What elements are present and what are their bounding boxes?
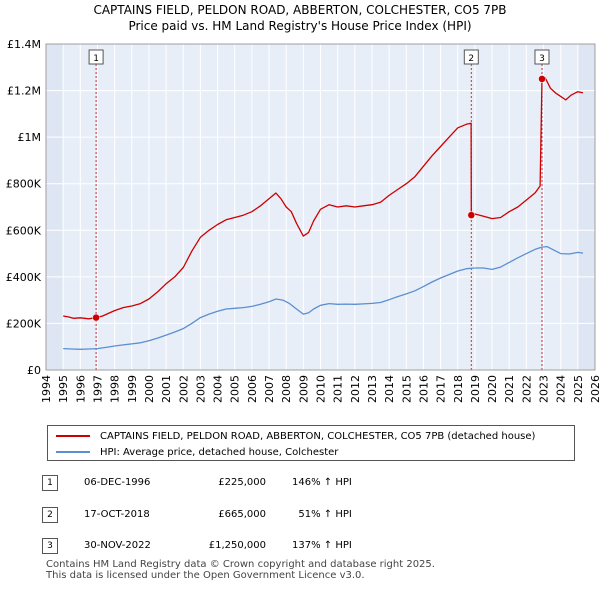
sale-badge: 1	[42, 475, 58, 491]
x-tick-label: 2000	[143, 375, 156, 403]
x-tick-label: 1995	[57, 375, 70, 403]
sale-point	[538, 75, 546, 83]
title-line-2: Price paid vs. HM Land Registry's House …	[128, 19, 472, 33]
x-tick-label: 2007	[263, 375, 276, 403]
sale-hpi-change: 51% ↑ HPI	[292, 509, 352, 520]
legend-item-property: CAPTAINS FIELD, PELDON ROAD, ABBERTON, C…	[56, 428, 535, 444]
footer-copyright: Contains HM Land Registry data © Crown c…	[46, 559, 435, 570]
y-tick-label: £200K	[6, 317, 42, 330]
sale-price: £665,000	[218, 509, 266, 520]
x-tick-label: 2001	[160, 375, 173, 403]
x-tick-label: 2014	[383, 375, 396, 403]
x-tick-label: 2009	[297, 375, 310, 403]
x-tick-label: 2021	[503, 375, 516, 403]
x-tick-label: 2011	[332, 375, 345, 403]
table-row: 1 06-DEC-1996 £225,000 146% ↑ HPI	[0, 475, 600, 495]
sale-badge-box	[534, 49, 550, 65]
sale-badge-label: 1	[93, 54, 99, 64]
y-tick-label: £1M	[18, 131, 42, 144]
table-row: 2 17-OCT-2018 £665,000 51% ↑ HPI	[0, 507, 600, 527]
sale-badge: 3	[42, 538, 58, 554]
x-tick-label: 2016	[417, 375, 430, 403]
x-tick-label: 2018	[452, 375, 465, 403]
x-tick-label: 2003	[194, 375, 207, 403]
shaded-region	[46, 44, 64, 370]
footer: Contains HM Land Registry data © Crown c…	[46, 559, 435, 581]
footer-licence: This data is licensed under the Open Gov…	[46, 570, 365, 581]
y-tick-label: £1.4M	[7, 38, 41, 51]
y-tick-label: £1.2M	[7, 85, 41, 98]
x-tick-label: 1999	[126, 375, 139, 403]
x-tick-label: 2020	[486, 375, 499, 403]
x-tick-label: 2006	[246, 375, 259, 403]
x-tick-label: 1996	[74, 375, 87, 403]
sale-badge-label: 2	[468, 54, 474, 64]
plot-frame	[45, 43, 596, 371]
y-tick-label: £800K	[6, 178, 42, 191]
legend-label-hpi: HPI: Average price, detached house, Colc…	[100, 446, 339, 458]
y-tick-label: £600K	[6, 224, 42, 237]
x-tick-label: 2010	[315, 375, 328, 403]
x-tick-label: 2026	[589, 375, 600, 403]
chart-title: CAPTAINS FIELD, PELDON ROAD, ABBERTON, C…	[0, 2, 600, 34]
sale-point	[467, 211, 476, 219]
sale-hpi-change: 137% ↑ HPI	[292, 540, 352, 551]
hpi-series-line	[63, 245, 584, 350]
shaded-region	[577, 44, 595, 370]
x-tick-label: 2013	[366, 375, 379, 403]
x-tick-label: 2025	[572, 375, 585, 403]
legend-swatch-property	[56, 435, 90, 437]
property-series-line	[63, 77, 584, 320]
sale-price: £1,250,000	[208, 540, 266, 551]
sale-point	[92, 313, 100, 322]
x-tick-label: 2008	[280, 375, 293, 403]
x-tick-label: 1994	[40, 375, 53, 403]
y-tick-label: £0	[27, 364, 41, 377]
sale-badge: 2	[42, 507, 58, 523]
x-tick-label: 2002	[177, 375, 190, 403]
sale-date: 30-NOV-2022	[84, 540, 151, 551]
x-tick-label: 1997	[91, 375, 104, 403]
sale-badge-box	[463, 49, 479, 65]
sale-date: 17-OCT-2018	[84, 509, 150, 520]
x-tick-label: 2023	[538, 375, 551, 403]
x-tick-label: 2024	[555, 375, 568, 403]
x-tick-label: 2015	[400, 375, 413, 403]
sale-date: 06-DEC-1996	[84, 477, 151, 488]
legend-item-hpi: HPI: Average price, detached house, Colc…	[56, 444, 338, 460]
title-line-1: CAPTAINS FIELD, PELDON ROAD, ABBERTON, C…	[93, 3, 507, 17]
x-tick-label: 2022	[520, 375, 533, 403]
price-chart: £0 £200K £400K £600K £800K £1M £1.2M £1.4M 1994 1…	[6, 38, 600, 403]
x-tick-label: 2004	[212, 375, 225, 403]
x-tick-label: 2005	[229, 375, 242, 403]
x-tick-label: 2017	[435, 375, 448, 403]
table-row: 3 30-NOV-2022 £1,250,000 137% ↑ HPI	[0, 538, 600, 558]
sale-price: £225,000	[218, 477, 266, 488]
legend-label-property: CAPTAINS FIELD, PELDON ROAD, ABBERTON, C…	[100, 430, 536, 442]
x-tick-label: 2019	[469, 375, 482, 403]
x-tick-label: 1998	[109, 375, 122, 403]
sale-badge-box	[88, 49, 104, 65]
x-tick-label: 2012	[349, 375, 362, 403]
legend: CAPTAINS FIELD, PELDON ROAD, ABBERTON, C…	[47, 425, 575, 461]
sale-badge-label: 3	[539, 54, 545, 64]
y-tick-label: £400K	[6, 271, 42, 284]
sale-hpi-change: 146% ↑ HPI	[292, 477, 352, 488]
legend-swatch-hpi	[56, 451, 90, 453]
